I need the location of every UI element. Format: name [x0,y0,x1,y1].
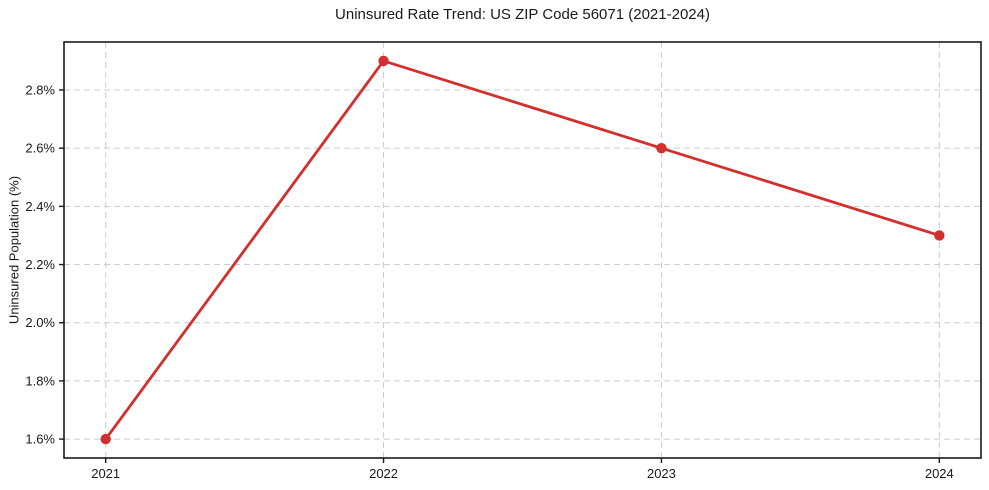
y-tick-label: 1.8% [25,373,55,388]
y-tick-label: 2.0% [25,315,55,330]
data-point [100,433,111,445]
chart-title: Uninsured Rate Trend: US ZIP Code 56071 … [335,6,710,23]
data-point [656,142,667,154]
y-tick-label: 2.4% [25,199,55,214]
y-axis-label: Uninsured Population (%) [6,175,22,325]
x-tick-label: 2024 [925,466,954,481]
y-tick-label: 1.6% [25,432,55,447]
y-tick-label: 2.8% [25,83,55,98]
x-tick-label: 2023 [647,466,676,481]
data-point [378,55,389,67]
y-tick-label: 2.6% [25,141,55,156]
data-point [934,230,945,241]
y-tick-label: 2.2% [25,257,55,272]
x-tick-label: 2022 [369,466,398,481]
axes-border [63,41,982,459]
x-tick-label: 2021 [91,466,120,481]
data-line [104,59,941,441]
